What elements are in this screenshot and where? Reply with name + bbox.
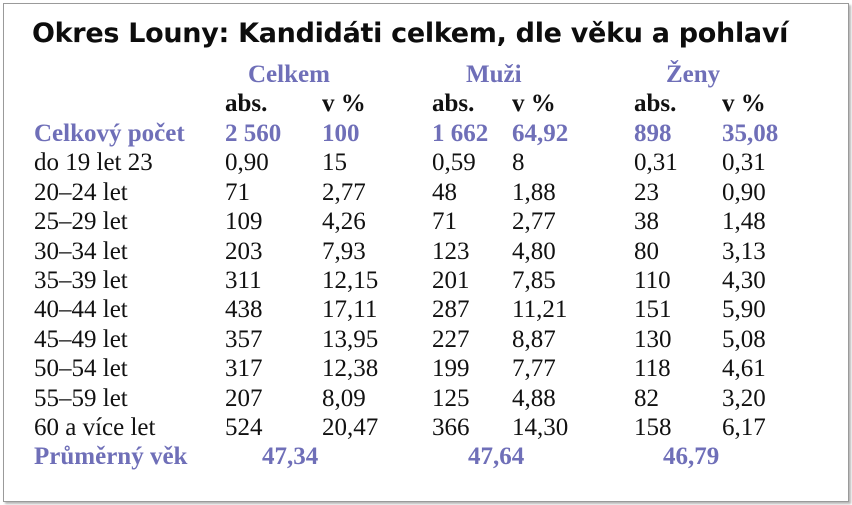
table-cell: 71 xyxy=(432,208,457,236)
total-row-label: Celkový počet xyxy=(34,120,185,147)
row-label: 60 a více let xyxy=(34,414,156,441)
row-label: do 19 let 23 xyxy=(34,149,153,177)
table-cell: 13,95 xyxy=(322,325,379,353)
table-cell: 80 xyxy=(634,237,659,265)
table-cell: 3,13 xyxy=(722,237,766,265)
table-cell: 7,85 xyxy=(512,267,556,294)
table-cell: 12,15 xyxy=(322,267,379,294)
table-cell: 4,61 xyxy=(722,355,766,383)
table-cell: 4,80 xyxy=(512,237,556,265)
table-cell: 203 xyxy=(225,237,263,265)
table-cell: 0,31 xyxy=(634,149,678,177)
row-label: 50–54 let xyxy=(34,355,128,383)
table-cell: 158 xyxy=(634,414,672,441)
table-cell: 201 xyxy=(432,267,470,294)
table-cell: 23 xyxy=(634,178,659,206)
average-row-cell: 46,79 xyxy=(663,443,720,471)
table-cell: 118 xyxy=(634,355,671,383)
table-cell: 11,21 xyxy=(512,296,568,324)
row-label: 40–44 let xyxy=(34,296,128,324)
column-header: abs. xyxy=(634,90,677,117)
table-cell: 5,90 xyxy=(722,296,766,324)
table-cell: 2,77 xyxy=(512,208,556,236)
table-cell: 4,26 xyxy=(322,208,366,236)
row-label: 45–49 let xyxy=(34,325,128,353)
total-row-cell: 898 xyxy=(634,120,672,147)
table-cell: 207 xyxy=(225,384,263,412)
table-cell: 0,59 xyxy=(432,149,476,177)
table-cell: 123 xyxy=(432,237,470,265)
total-row-cell: 64,92 xyxy=(512,120,569,147)
table-cell: 12,38 xyxy=(322,355,379,383)
table-frame xyxy=(3,3,849,502)
row-label: 35–39 let xyxy=(34,267,128,294)
table-cell: 4,88 xyxy=(512,384,556,412)
group-header: Celkem xyxy=(248,61,330,88)
average-row-cell: 47,64 xyxy=(468,443,525,471)
table-cell: 438 xyxy=(225,296,263,324)
table-cell: 366 xyxy=(432,414,470,441)
table-cell: 48 xyxy=(432,178,457,206)
table-cell: 20,47 xyxy=(322,414,379,441)
column-header: abs. xyxy=(432,90,475,117)
table-cell: 82 xyxy=(634,384,659,412)
table-cell: 311 xyxy=(225,267,262,294)
row-label: 55–59 let xyxy=(34,384,128,412)
table-cell: 109 xyxy=(225,208,263,236)
page-title: Okres Louny: Kandidáti celkem, dle věku … xyxy=(32,18,789,49)
table-cell: 1,88 xyxy=(512,178,556,206)
row-label: 30–34 let xyxy=(34,237,128,265)
table-cell: 110 xyxy=(634,267,671,294)
table-cell: 0,31 xyxy=(722,149,766,177)
table-cell: 0,90 xyxy=(225,149,269,177)
table-cell: 199 xyxy=(432,355,470,383)
row-label: 20–24 let xyxy=(34,178,128,206)
table-cell: 130 xyxy=(634,325,672,353)
table-cell: 8,09 xyxy=(322,384,366,412)
table-cell: 6,17 xyxy=(722,414,766,441)
table-cell: 357 xyxy=(225,325,263,353)
column-header: v % xyxy=(322,90,366,117)
column-header: v % xyxy=(722,90,766,117)
table-cell: 524 xyxy=(225,414,263,441)
table-cell: 0,90 xyxy=(722,178,766,206)
table-cell: 17,11 xyxy=(322,296,378,324)
group-header: Muži xyxy=(466,61,522,88)
average-row-cell: 47,34 xyxy=(262,443,319,471)
table-cell: 227 xyxy=(432,325,470,353)
table-cell: 4,30 xyxy=(722,267,766,294)
table-cell: 15 xyxy=(322,149,347,177)
table-cell: 71 xyxy=(225,178,250,206)
table-cell: 3,20 xyxy=(722,384,766,412)
average-row-label: Průměrný věk xyxy=(34,443,188,471)
total-row-cell: 1 662 xyxy=(432,120,489,147)
table-cell: 2,77 xyxy=(322,178,366,206)
table-cell: 317 xyxy=(225,355,263,383)
table-cell: 151 xyxy=(634,296,672,324)
table-cell: 287 xyxy=(432,296,470,324)
group-header: Ženy xyxy=(666,61,721,88)
table-cell: 1,48 xyxy=(722,208,766,236)
table-cell: 7,77 xyxy=(512,355,556,383)
table-cell: 8 xyxy=(512,149,525,177)
table-cell: 125 xyxy=(432,384,470,412)
row-label: 25–29 let xyxy=(34,208,128,236)
total-row-cell: 35,08 xyxy=(722,120,779,147)
table-cell: 14,30 xyxy=(512,414,569,441)
table-cell: 38 xyxy=(634,208,659,236)
column-header: v % xyxy=(512,90,556,117)
total-row-cell: 2 560 xyxy=(225,120,282,147)
column-header: abs. xyxy=(225,90,268,117)
total-row-cell: 100 xyxy=(322,120,360,147)
table-cell: 7,93 xyxy=(322,237,366,265)
table-cell: 8,87 xyxy=(512,325,556,353)
table-cell: 5,08 xyxy=(722,325,766,353)
